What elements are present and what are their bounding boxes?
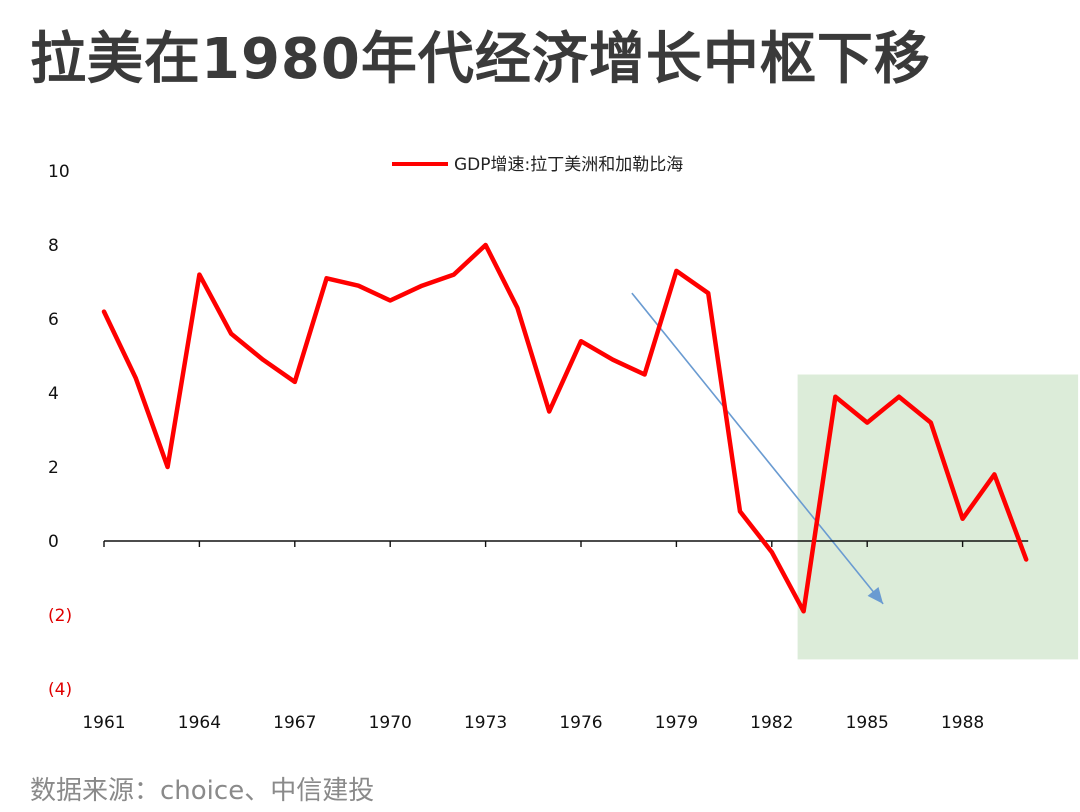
x-tick-label: 1979	[655, 713, 698, 733]
series-line	[101, 242, 1029, 614]
page-title: 拉美在1980年代经济增长中枢下移	[30, 27, 931, 92]
x-tick-label: 1967	[273, 713, 316, 733]
x-tick-label: 1988	[941, 713, 984, 733]
x-tick-label: 1976	[559, 713, 602, 733]
y-tick-label: 0	[48, 532, 59, 552]
x-tick-label: 1964	[178, 713, 221, 733]
y-tick-label: 8	[48, 236, 59, 256]
x-tick-label: 1985	[846, 713, 889, 733]
trend-arrow-head	[867, 587, 884, 604]
x-tick-label: 1961	[82, 713, 125, 733]
x-tick-label: 1982	[750, 713, 793, 733]
y-tick-label: 6	[48, 310, 59, 330]
x-tick-label: 1970	[369, 713, 412, 733]
legend-label: GDP增速:拉丁美洲和加勒比海	[454, 155, 683, 175]
y-tick-label: 2	[48, 458, 59, 478]
x-tick-label: 1973	[464, 713, 507, 733]
x-axis-ticks: 1961 1964 1967 1970 1973 1976 1979 1982 1985 1988	[82, 541, 984, 733]
trend-arrow-line	[631, 292, 884, 605]
series-layer	[101, 242, 1029, 614]
source-note: 数据来源：choice、中信建投	[30, 776, 375, 806]
y-tick-label: (4)	[48, 680, 72, 700]
y-axis-ticks: 10 8 6 4 2 0 (2) (4)	[48, 162, 72, 700]
highlight-region	[797, 374, 1079, 660]
shaded-region-layer	[797, 374, 1079, 660]
legend: GDP增速:拉丁美洲和加勒比海	[392, 155, 683, 175]
y-tick-label: 10	[48, 162, 70, 182]
y-tick-label: 4	[48, 384, 59, 404]
trend-arrow-layer	[631, 292, 884, 605]
y-tick-label: (2)	[48, 606, 72, 626]
